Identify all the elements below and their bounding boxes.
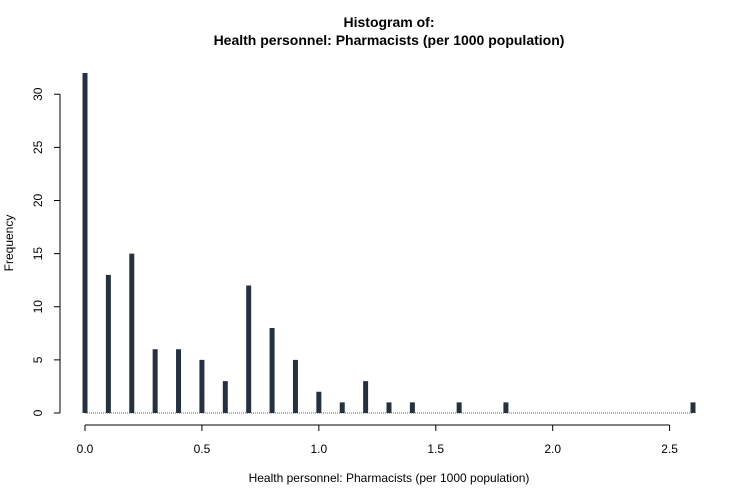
histogram-bar	[363, 381, 369, 414]
histogram-bar	[246, 285, 252, 413]
x-tick-label: 2.0	[544, 442, 561, 456]
histogram-bar	[456, 402, 462, 414]
histogram-bar	[503, 402, 509, 414]
y-tick-label: 15	[31, 247, 45, 261]
x-tick-label: 2.5	[661, 442, 678, 456]
x-axis: 0.0 0.5 1.0 1.5 2.0 2.5	[77, 424, 678, 456]
x-tick-label: 1.0	[311, 442, 328, 456]
bars	[82, 73, 696, 414]
histogram-bar	[152, 349, 158, 413]
x-tick-label: 0.5	[194, 442, 211, 456]
histogram-bar	[316, 391, 322, 413]
x-axis-label: Health personnel: Pharmacists (per 1000 …	[249, 471, 530, 485]
histogram-bar	[105, 274, 111, 414]
histogram-bar	[292, 359, 298, 414]
histogram-bar	[129, 253, 135, 414]
y-tick-label: 0	[31, 409, 45, 416]
histogram-bar	[339, 402, 345, 414]
y-tick-label: 25	[31, 140, 45, 154]
histogram-bar	[199, 359, 205, 414]
histogram-bar	[690, 402, 696, 414]
x-tick-label: 0.0	[77, 442, 94, 456]
y-tick-label: 10	[31, 300, 45, 314]
y-tick-label: 20	[31, 194, 45, 208]
chart-subtitle: Health personnel: Pharmacists (per 1000 …	[214, 32, 565, 48]
chart-title: Histogram of:	[344, 14, 435, 30]
y-axis: 0 5 10 15 20 25 30	[31, 87, 61, 416]
histogram-bar	[222, 381, 228, 414]
histogram-bar	[82, 73, 88, 413]
histogram-bar	[176, 349, 182, 413]
histogram-bar	[386, 402, 392, 414]
histogram-bar	[409, 402, 415, 414]
histogram-bar	[269, 328, 275, 413]
y-axis-label: Frequency	[2, 215, 16, 272]
x-tick-label: 1.5	[427, 442, 444, 456]
y-tick-label: 5	[31, 356, 45, 363]
y-tick-label: 30	[31, 87, 45, 101]
